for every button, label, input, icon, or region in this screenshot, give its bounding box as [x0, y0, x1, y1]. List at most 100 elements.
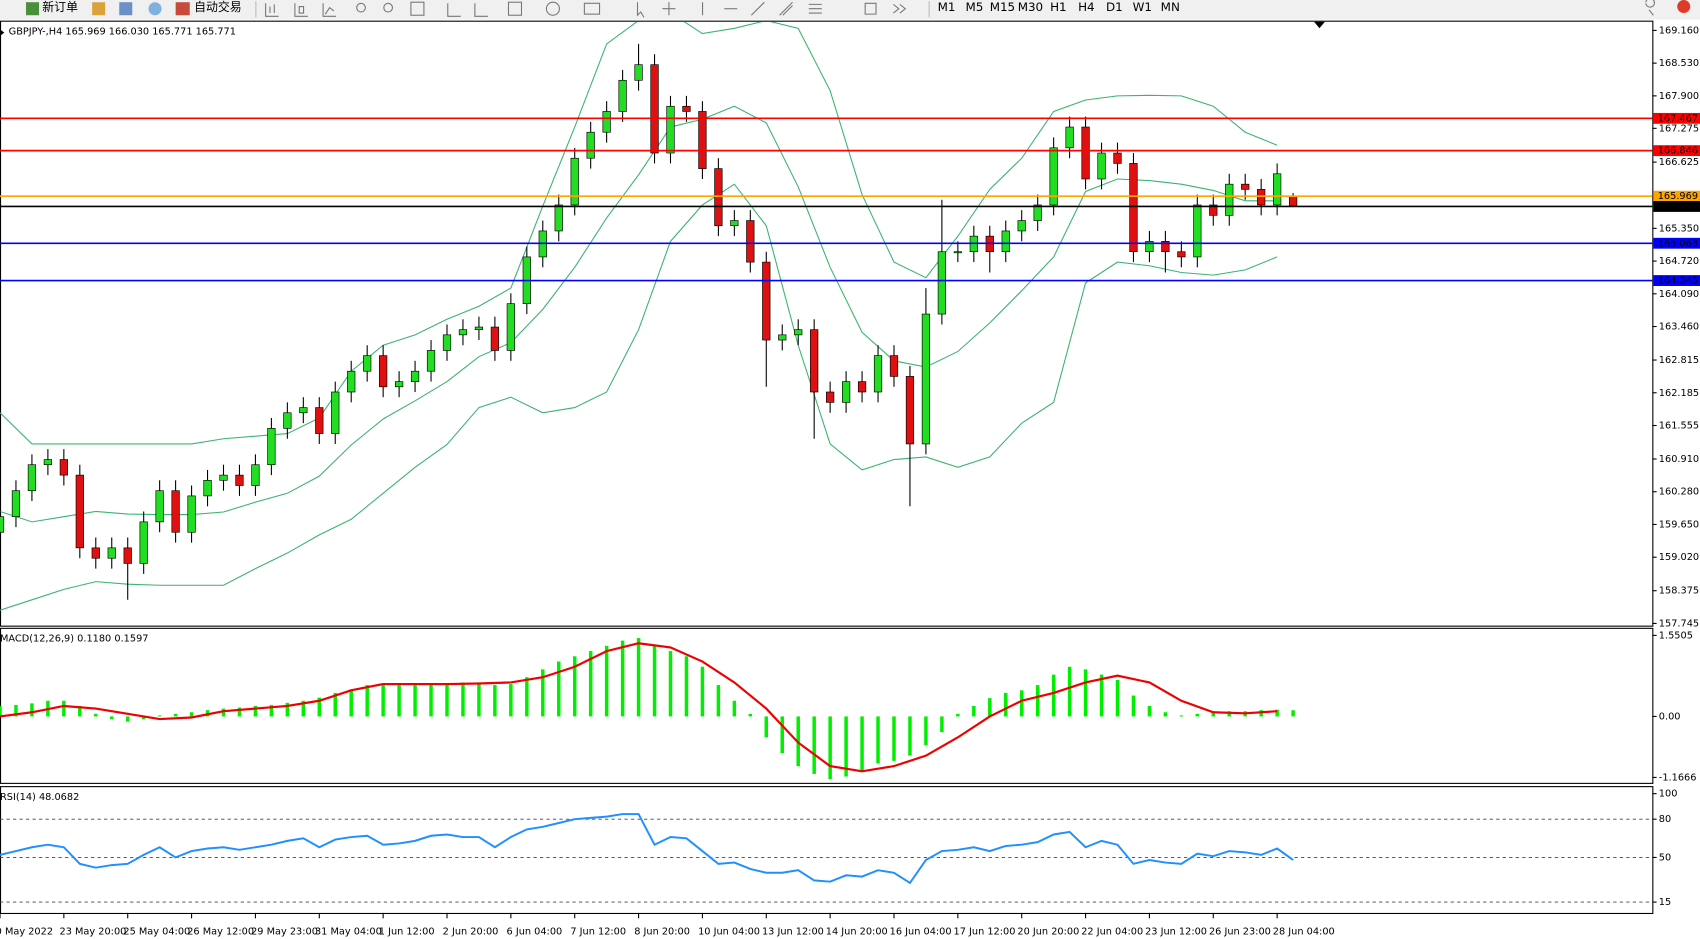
tool-icon[interactable]	[294, 3, 308, 17]
cursor[interactable]	[636, 2, 645, 18]
macd-bar	[748, 713, 753, 717]
icon[interactable]	[148, 2, 162, 16]
macd-bar	[110, 716, 114, 720]
macd-bar	[1083, 669, 1088, 717]
macd-bar	[317, 697, 322, 717]
candle-body	[554, 204, 563, 232]
candle-body	[11, 490, 21, 518]
zoom-out[interactable]	[383, 2, 394, 13]
trendline[interactable]	[750, 1, 765, 16]
timeframe-button[interactable]: M5	[966, 0, 984, 14]
macd-bar	[477, 683, 481, 717]
auto-trading-icon[interactable]	[175, 2, 190, 16]
candle-body	[873, 355, 883, 393]
macd-bar	[445, 682, 449, 717]
notification-badge[interactable]	[1677, 0, 1691, 14]
macd-bar	[668, 651, 673, 717]
y-tick-label: 157.745	[1659, 618, 1699, 629]
x-tick-label: 26 May 12:00	[187, 926, 254, 937]
new-order-button[interactable]: 新订单	[42, 0, 78, 14]
macd-bar	[1147, 705, 1152, 717]
candle-body	[410, 370, 420, 382]
tool-icon[interactable]	[447, 3, 461, 17]
candle-body	[921, 313, 931, 445]
macd-bar	[1115, 679, 1120, 717]
templates[interactable]	[583, 2, 601, 15]
candle-body	[1033, 204, 1042, 221]
tool-icon[interactable]	[265, 3, 279, 17]
zoom-in[interactable]	[356, 2, 366, 13]
candle-body	[1288, 195, 1298, 207]
channel[interactable]	[779, 1, 793, 16]
candle-body	[107, 547, 116, 559]
macd-bar	[1195, 713, 1200, 717]
panel-title: RSI(14) 48.0682	[0, 792, 79, 803]
timeframe-button[interactable]: W1	[1133, 0, 1152, 14]
candle-body	[251, 464, 260, 486]
candle-body	[1177, 251, 1186, 258]
macd-bar	[1211, 712, 1216, 717]
candle-body	[235, 474, 244, 486]
x-tick-label: 7 Jun 12:00	[570, 926, 626, 937]
arrows[interactable]	[893, 3, 907, 14]
candle-body	[363, 355, 372, 372]
auto-trading-button[interactable]: 自动交易	[194, 0, 242, 14]
tile-windows[interactable]	[410, 1, 425, 16]
y-tick-label: 164.090	[1659, 289, 1699, 300]
macd-bar	[940, 716, 944, 733]
icon[interactable]	[92, 2, 106, 16]
timeframe-button[interactable]: M1	[938, 0, 956, 14]
x-tick-label: 10 Jun 04:00	[698, 926, 760, 937]
crosshair[interactable]	[662, 2, 676, 16]
macd-bar	[828, 716, 832, 780]
timeframe-button[interactable]: H1	[1050, 0, 1067, 14]
new-order-icon[interactable]	[26, 2, 40, 16]
toolbar: 新订单 自动交易	[0, 0, 1700, 20]
macd-bar	[381, 685, 385, 717]
y-tick-label: 160.280	[1659, 487, 1699, 498]
y-tick-label: 15	[1659, 897, 1671, 908]
price-level-tag	[1653, 145, 1700, 157]
candle-body	[841, 381, 851, 403]
panel-plot	[0, 813, 1653, 903]
indicators[interactable]	[507, 1, 523, 16]
candle-body	[1001, 230, 1010, 253]
macd-bar	[461, 682, 465, 717]
macd-bar	[924, 716, 928, 746]
macd-bar	[557, 661, 561, 717]
tool-icon[interactable]	[322, 3, 337, 17]
price-level-label: 164.345	[1658, 276, 1698, 287]
tool-icon[interactable]	[474, 3, 488, 17]
text-label[interactable]	[864, 2, 877, 15]
timeframe-button[interactable]: MN	[1161, 0, 1180, 14]
macd-bar	[972, 705, 976, 717]
periods[interactable]	[545, 1, 560, 16]
candle-body	[347, 370, 356, 393]
y-tick-label: 163.460	[1659, 322, 1699, 333]
price-level-label: 166.846	[1658, 146, 1698, 157]
candle-body	[905, 376, 915, 445]
candle-body	[442, 334, 452, 351]
x-tick-label: 28 Jun 04:00	[1273, 926, 1335, 937]
candle-body	[1129, 163, 1138, 253]
candle-body	[1225, 183, 1234, 216]
y-tick-label: 158.375	[1659, 586, 1699, 597]
timeframe-button[interactable]: H4	[1078, 0, 1095, 14]
candle-body	[618, 79, 627, 112]
icon[interactable]	[119, 2, 133, 16]
candle-body	[953, 251, 962, 254]
macd-bar	[253, 705, 258, 717]
timeframe-button[interactable]: D1	[1106, 0, 1123, 14]
macd-bar	[1131, 695, 1136, 717]
macd-bar	[1179, 715, 1184, 717]
y-tick-label: 167.275	[1659, 123, 1699, 134]
timeframe-button[interactable]: M15	[990, 0, 1015, 14]
fibonacci[interactable]	[808, 3, 822, 14]
candle-body	[746, 220, 755, 263]
candle-body	[650, 64, 659, 154]
x-tick-label: 26 Jun 23:00	[1209, 926, 1271, 937]
panel-title: MACD(12,26,9) 0.1180 0.1597	[0, 634, 148, 645]
timeframe-button[interactable]: M30	[1018, 0, 1043, 14]
